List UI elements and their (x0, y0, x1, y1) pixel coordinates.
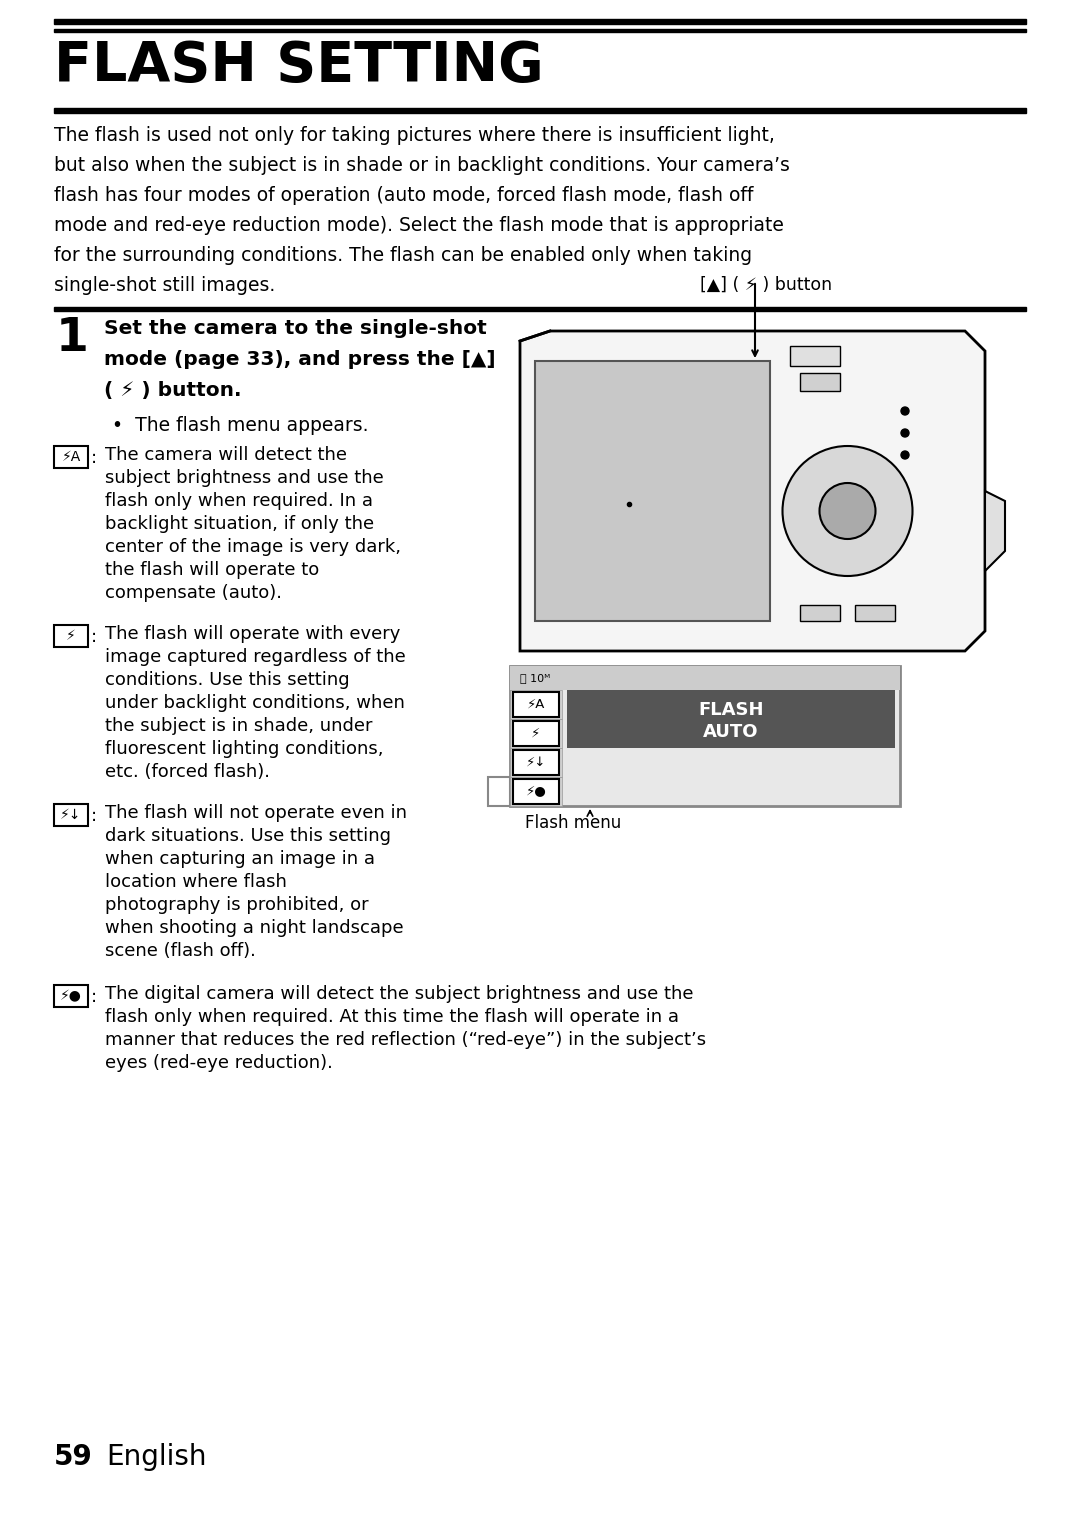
Text: ⚡: ⚡ (531, 727, 541, 741)
Text: backlight situation, if only the: backlight situation, if only the (105, 516, 374, 532)
Text: flash only when required. In a: flash only when required. In a (105, 491, 373, 510)
Bar (513, 779, 559, 805)
Text: ⚡A: ⚡A (62, 450, 81, 464)
Text: FLASH: FLASH (699, 701, 764, 719)
Text: English: English (106, 1443, 206, 1471)
Text: under backlight conditions, when: under backlight conditions, when (105, 694, 405, 712)
Bar (488, 777, 510, 806)
Bar (513, 692, 559, 716)
Text: ⚡: ⚡ (66, 630, 76, 643)
Text: :: : (91, 989, 97, 1005)
Text: Set the camera to the single-shot: Set the camera to the single-shot (104, 319, 487, 338)
Text: dark situations. Use this setting: dark situations. Use this setting (105, 827, 391, 846)
Bar (54, 625, 87, 646)
Bar (510, 777, 562, 806)
Text: when shooting a night landscape: when shooting a night landscape (105, 919, 404, 937)
Text: when capturing an image in a: when capturing an image in a (105, 850, 375, 868)
Bar (510, 719, 562, 748)
Text: for the surrounding conditions. The flash can be enabled only when taking: for the surrounding conditions. The flas… (54, 246, 752, 265)
Bar (535, 360, 770, 621)
Bar (54, 986, 87, 1007)
Text: ⚡A: ⚡A (527, 698, 545, 710)
Text: ⚡↓: ⚡↓ (60, 808, 82, 821)
Text: the flash will operate to: the flash will operate to (105, 561, 320, 580)
Text: eyes (red-eye reduction).: eyes (red-eye reduction). (105, 1054, 333, 1072)
Text: The flash will operate with every: The flash will operate with every (105, 625, 401, 643)
Text: FLASH SETTING: FLASH SETTING (54, 40, 543, 93)
Text: ⚡↓: ⚡↓ (526, 756, 546, 770)
Bar (54, 307, 1026, 310)
Text: The digital camera will detect the subject brightness and use the: The digital camera will detect the subje… (105, 986, 693, 1002)
Circle shape (783, 446, 913, 576)
Bar (510, 691, 562, 719)
Circle shape (901, 429, 909, 437)
Bar (510, 748, 562, 777)
Text: flash has four modes of operation (auto mode, forced flash mode, flash off: flash has four modes of operation (auto … (54, 186, 754, 205)
Text: single-shot still images.: single-shot still images. (54, 275, 275, 295)
Text: flash only when required. At this time the flash will operate in a: flash only when required. At this time t… (105, 1008, 679, 1027)
Bar (855, 605, 895, 621)
Bar (567, 691, 895, 748)
Text: AUTO: AUTO (703, 722, 759, 741)
Text: conditions. Use this setting: conditions. Use this setting (105, 671, 350, 689)
Text: image captured regardless of the: image captured regardless of the (105, 648, 406, 666)
Text: subject brightness and use the: subject brightness and use the (105, 468, 383, 487)
Text: The camera will detect the: The camera will detect the (105, 446, 347, 464)
Bar (510, 666, 900, 806)
Text: etc. (forced flash).: etc. (forced flash). (105, 764, 270, 780)
Text: fluorescent lighting conditions,: fluorescent lighting conditions, (105, 741, 383, 757)
Text: the subject is in shade, under: the subject is in shade, under (105, 716, 373, 735)
Text: center of the image is very dark,: center of the image is very dark, (105, 538, 401, 557)
Text: mode (page 33), and press the [▲]: mode (page 33), and press the [▲] (104, 350, 496, 370)
Bar (54, 29, 1026, 32)
Text: manner that reduces the red reflection (“red-eye”) in the subject’s: manner that reduces the red reflection (… (105, 1031, 706, 1049)
Bar (513, 721, 559, 745)
Bar (513, 750, 559, 776)
Bar (800, 605, 840, 621)
Bar (54, 446, 87, 468)
Circle shape (901, 408, 909, 415)
Polygon shape (519, 332, 985, 651)
Text: Flash menu: Flash menu (525, 814, 621, 832)
Bar (54, 18, 1026, 24)
Text: :: : (91, 808, 97, 824)
Text: 59: 59 (54, 1443, 93, 1471)
Text: ⚡●: ⚡● (526, 785, 546, 799)
Text: compensate (auto).: compensate (auto). (105, 584, 282, 602)
Text: 📷 10ᴹ: 📷 10ᴹ (519, 672, 550, 683)
Text: The flash will not operate even in: The flash will not operate even in (105, 805, 407, 821)
Text: scene (flash off).: scene (flash off). (105, 941, 256, 960)
Text: :: : (91, 449, 97, 467)
Text: but also when the subject is in shade or in backlight conditions. Your camera’s: but also when the subject is in shade or… (54, 157, 789, 175)
Text: 1: 1 (56, 316, 89, 360)
Bar (800, 373, 840, 391)
Text: •  The flash menu appears.: • The flash menu appears. (112, 417, 368, 435)
Text: mode and red-eye reduction mode). Select the flash mode that is appropriate: mode and red-eye reduction mode). Select… (54, 216, 784, 236)
Text: ⚡●: ⚡● (60, 989, 82, 1002)
Text: :: : (91, 628, 97, 646)
Text: location where flash: location where flash (105, 873, 287, 891)
Bar (54, 805, 87, 826)
Circle shape (901, 452, 909, 459)
Polygon shape (985, 491, 1005, 570)
Bar (510, 666, 900, 691)
Text: photography is prohibited, or: photography is prohibited, or (105, 896, 368, 914)
Text: ( ⚡ ) button.: ( ⚡ ) button. (104, 380, 242, 400)
Bar (54, 108, 1026, 113)
Text: [▲] ( ⚡ ) button: [▲] ( ⚡ ) button (700, 275, 832, 294)
Bar (789, 345, 840, 367)
Circle shape (820, 484, 876, 538)
Text: The flash is used not only for taking pictures where there is insufficient light: The flash is used not only for taking pi… (54, 126, 774, 144)
